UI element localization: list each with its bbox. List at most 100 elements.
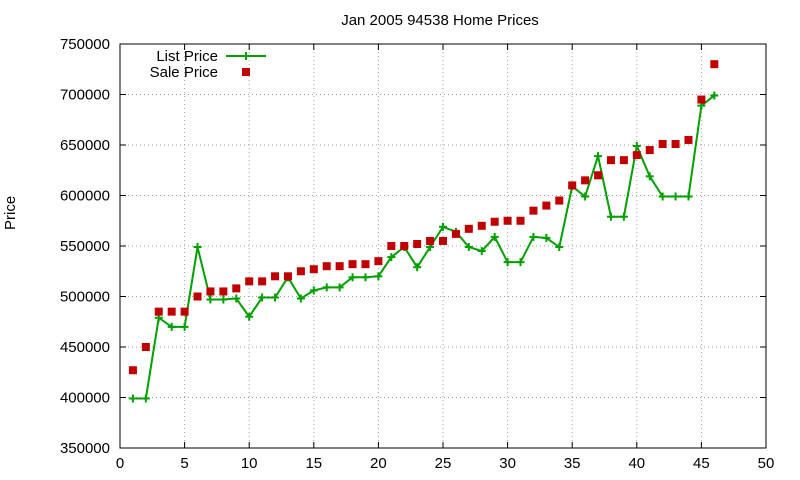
list-price-point — [477, 247, 486, 256]
list-price-point — [219, 295, 228, 304]
sale-price-point — [490, 217, 499, 226]
x-tick-label: 10 — [241, 455, 258, 472]
list-price-point — [245, 312, 254, 321]
sale-price-point — [413, 239, 422, 248]
sale-price-point — [619, 156, 628, 165]
y-tick-label: 750000 — [60, 36, 110, 53]
list-price-point — [542, 233, 551, 242]
y-tick-label: 650000 — [60, 137, 110, 154]
sale-price-point — [503, 216, 512, 225]
list-price-point — [632, 142, 641, 151]
list-price-point — [167, 322, 176, 331]
x-tick-label: 20 — [370, 455, 387, 472]
y-tick-label: 450000 — [60, 339, 110, 356]
y-tick-label: 400000 — [60, 390, 110, 407]
sale-price-point — [193, 292, 202, 301]
sale-price-point — [594, 171, 603, 180]
sale-price-point — [180, 307, 189, 316]
sale-price-point — [439, 236, 447, 245]
sale-price-point — [658, 139, 667, 148]
sale-price-point — [710, 60, 719, 69]
list-price-point — [464, 243, 473, 252]
sale-price-point — [581, 176, 590, 185]
sale-price-point — [232, 284, 241, 293]
list-price-point — [516, 258, 525, 267]
sale-price-point — [271, 272, 280, 281]
list-price-point — [594, 152, 603, 161]
list-price-point — [503, 258, 512, 267]
sale-price-point — [154, 307, 163, 316]
sale-price-point — [464, 224, 473, 233]
sale-price-point — [206, 287, 215, 296]
legend-cross-sample — [242, 52, 250, 60]
x-tick-label: 5 — [180, 455, 188, 472]
list-price-point — [413, 263, 422, 272]
list-price-point — [128, 394, 137, 403]
list-price-point — [581, 192, 590, 201]
list-price-point — [296, 294, 305, 303]
sale-price-point — [632, 151, 641, 160]
sale-price-point — [426, 236, 435, 245]
list-price-point — [309, 286, 318, 295]
list-price-point — [335, 283, 344, 292]
y-tick-label: 700000 — [60, 87, 110, 104]
list-price-point — [606, 212, 615, 221]
x-tick-label: 50 — [758, 455, 775, 472]
sale-price-point — [387, 242, 396, 250]
chart-title: Jan 2005 94538 Home Prices — [341, 12, 539, 29]
list-price-point — [619, 212, 628, 221]
sale-price-point — [555, 196, 564, 205]
list-price-point — [490, 232, 499, 241]
sale-price-point — [477, 221, 486, 230]
sale-price-point — [258, 277, 267, 286]
sale-price-point — [671, 139, 680, 148]
y-tick-label: 500000 — [60, 289, 110, 306]
list-price-point — [645, 172, 654, 181]
sale-price-point — [606, 156, 615, 165]
list-price-point — [658, 192, 667, 201]
list-price-point — [710, 91, 719, 100]
sale-price-point — [322, 262, 331, 271]
x-tick-label: 25 — [435, 455, 452, 472]
sale-price-point — [697, 95, 706, 104]
list-price-point — [439, 222, 447, 231]
list-price-point — [529, 232, 538, 241]
sale-price-point — [645, 146, 654, 155]
list-price-point — [322, 283, 331, 292]
sale-price-point — [516, 216, 525, 225]
sale-price-point — [141, 343, 150, 351]
list-price-line — [132, 94, 715, 400]
x-tick-label: 15 — [305, 455, 322, 472]
y-tick-label: 350000 — [60, 440, 110, 457]
sale-price-point — [296, 267, 305, 276]
list-price-point — [374, 272, 383, 281]
sale-price-point — [529, 206, 538, 215]
sale-price-point — [167, 307, 176, 316]
list-price-point — [387, 253, 396, 262]
sale-price-point — [568, 181, 577, 190]
sale-price-point — [374, 257, 383, 266]
list-price-point — [180, 322, 189, 331]
sale-price-point — [684, 135, 693, 144]
sale-price-point — [361, 260, 370, 269]
sale-price-point — [219, 287, 228, 296]
legend-point-sample — [242, 68, 250, 76]
list-price-point — [232, 294, 241, 303]
list-price-point — [684, 192, 693, 201]
sale-price-point — [542, 201, 551, 210]
y-tick-label: 550000 — [60, 238, 110, 255]
sale-price-point — [335, 262, 344, 271]
y-tick-label: 600000 — [60, 188, 110, 205]
sale-price-point — [309, 265, 318, 274]
x-tick-label: 0 — [116, 455, 124, 472]
legend-label: Sale Price — [150, 64, 218, 81]
sale-price-point — [283, 272, 292, 281]
legend-label: List Price — [156, 48, 218, 65]
list-price-point — [348, 273, 357, 282]
sale-price-point — [400, 242, 409, 250]
x-tick-label: 35 — [564, 455, 581, 472]
x-tick-label: 30 — [499, 455, 516, 472]
list-price-point — [555, 243, 564, 252]
sale-price-point — [451, 229, 460, 238]
